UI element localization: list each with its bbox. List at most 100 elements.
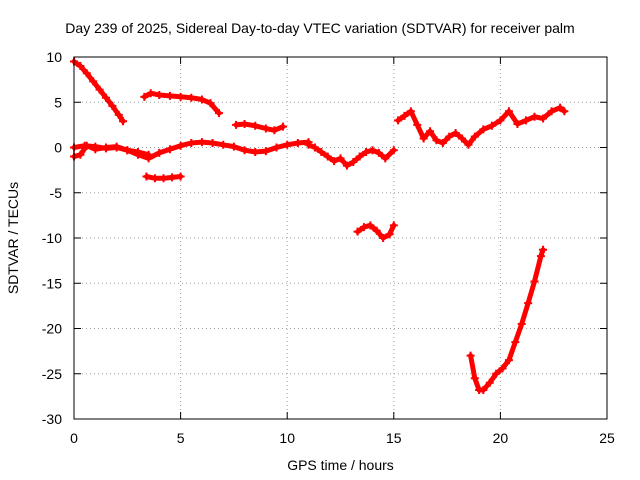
data-point [168,173,177,182]
data-point [197,138,206,147]
data-point [381,154,390,163]
data-point [144,154,153,163]
data-point [389,146,398,155]
x-axis-label: GPS time / hours [287,457,394,473]
data-point [176,172,185,181]
data-point [487,121,496,130]
x-tick-label: 25 [599,430,615,446]
y-tick-label: 5 [54,94,62,110]
y-tick-label: -15 [42,275,62,291]
y-tick-label: -20 [42,321,62,337]
grid-lines [74,57,607,419]
data-point [379,234,388,242]
y-tick-label: -10 [42,230,62,246]
data-point [498,364,507,373]
data-point [479,125,488,134]
data-point [485,378,494,387]
data-point [492,369,501,378]
data-point [206,99,215,108]
data-point [229,142,238,151]
data-series [70,57,569,395]
data-point [536,252,545,261]
data-point [530,112,539,121]
data-point [176,92,185,101]
data-point [385,230,394,239]
data-point [366,221,375,230]
series-arc-e [70,138,313,163]
data-point [353,227,362,236]
data-point [101,93,110,102]
data-point [95,85,104,94]
y-tick-labels: 10 5 0 -5 -10 -15 -20 -25 -30 [42,49,62,427]
data-point [123,146,132,155]
data-point [504,356,513,365]
data-point [151,174,160,183]
data-point [400,111,409,120]
data-point [278,122,287,131]
data-point [187,93,196,102]
data-point [219,140,228,149]
data-point [359,223,368,232]
series-band [71,59,126,124]
data-point [91,142,100,151]
data-point [283,140,292,149]
data-point [165,145,174,154]
data-point [119,117,128,126]
data-point [187,138,196,147]
data-point [146,89,155,98]
data-point [349,157,358,166]
data-point [323,152,332,161]
data-point [406,107,415,116]
data-point [524,299,533,308]
data-point [355,152,364,161]
data-point [251,121,260,130]
data-point [451,129,460,138]
data-point [504,107,513,116]
data-point [232,120,241,129]
data-point [394,116,403,125]
data-point [560,107,569,116]
y-axis-label: SDTVAR / TECUs [5,181,21,295]
data-point [479,386,488,395]
series-band [468,247,546,393]
data-point [389,221,398,230]
data-point [496,116,505,125]
data-point [419,134,428,143]
series-arc-b [140,89,223,118]
data-point [432,136,441,145]
data-point [530,277,539,286]
data-point [214,109,223,118]
data-point [458,134,467,143]
x-tick-label: 20 [493,430,509,446]
data-point [133,150,142,159]
data-point [539,245,548,254]
data-point [368,146,377,155]
x-tick-label: 10 [279,430,295,446]
data-point [208,138,217,147]
data-point [140,92,149,101]
data-point [310,143,319,152]
x-tick-label: 5 [177,430,185,446]
data-point [521,116,530,125]
data-point [76,62,85,71]
data-point [342,161,351,170]
data-point [511,338,520,347]
data-point [293,138,302,147]
data-point [101,144,110,153]
data-point [80,141,89,150]
data-point [517,319,526,328]
chart-title: Day 239 of 2025, Sidereal Day-to-day VTE… [65,20,575,36]
data-point [155,148,164,157]
data-point [159,174,168,183]
data-point [240,146,249,155]
y-tick-label: 10 [46,49,62,65]
data-point [513,119,522,128]
data-point [556,103,565,112]
data-point [374,148,383,157]
data-point [466,351,475,360]
x-tick-label: 15 [386,430,402,446]
data-point [330,157,339,166]
data-point [176,141,185,150]
data-point [272,143,281,152]
